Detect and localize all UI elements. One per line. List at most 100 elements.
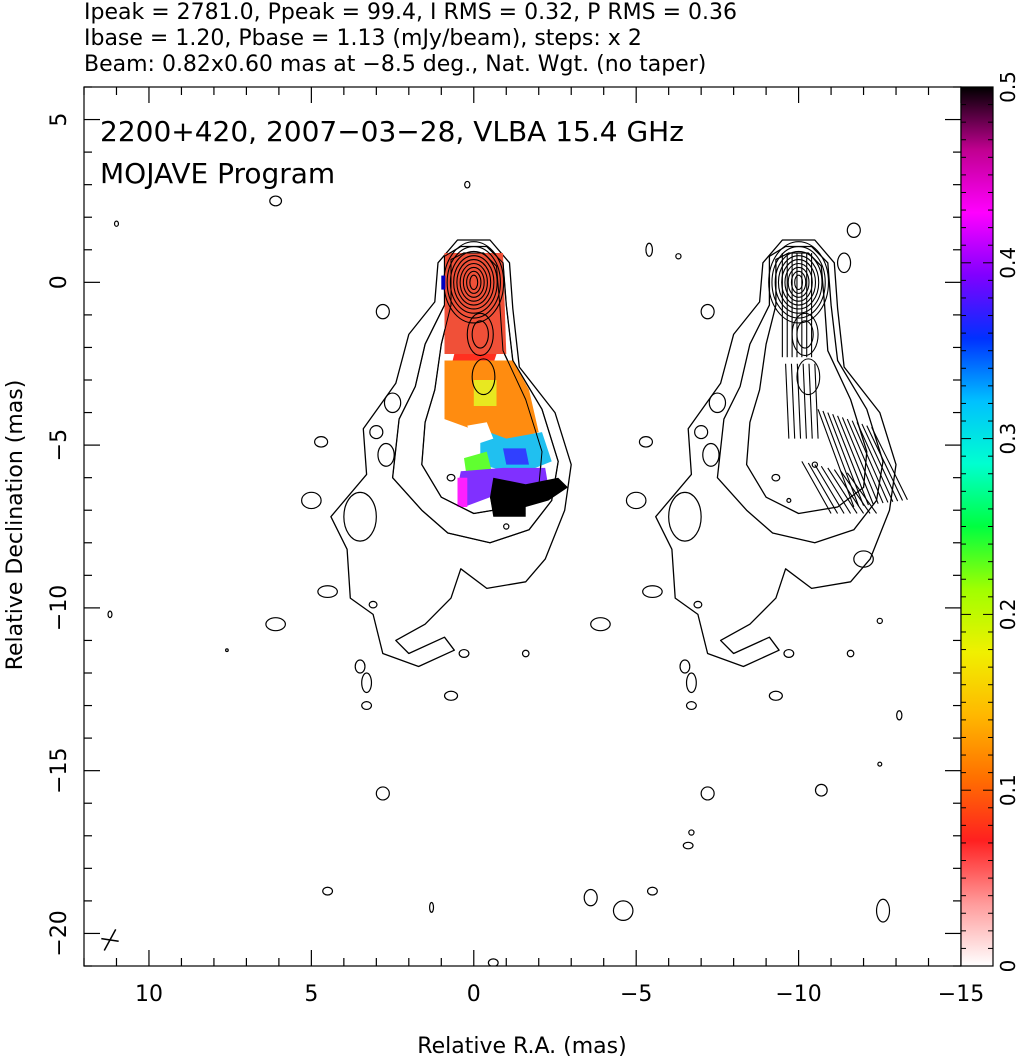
x-tick-label: −15 (938, 982, 984, 1007)
noise-contour (113, 220, 120, 227)
contour (768, 241, 830, 324)
polarization-region (473, 380, 497, 406)
evpa-stick (871, 426, 908, 501)
contour (781, 259, 817, 306)
y-tick-label: −5 (47, 429, 72, 461)
polarization-region (467, 422, 494, 446)
colorbar-tick-label: 0.5 (996, 71, 1020, 103)
colorbar-tick-label: 0.2 (996, 598, 1020, 630)
colorbar-tick-label: 0.3 (996, 423, 1020, 455)
contour (790, 270, 807, 294)
contour (716, 245, 884, 544)
contour (446, 246, 501, 319)
x-tick-label: −5 (620, 982, 652, 1007)
evpa-stick (827, 412, 865, 506)
contour (330, 239, 572, 668)
noise-contour (369, 424, 384, 440)
colorbar-ticks (961, 86, 993, 967)
header-line-3: Beam: 0.82x0.60 mas at −8.5 deg., Nat. W… (84, 52, 707, 77)
contour (469, 274, 479, 291)
program-annotation: MOJAVE Program (100, 157, 335, 190)
evpa-stick (808, 363, 813, 439)
contour (796, 358, 821, 396)
contour (449, 250, 498, 314)
y-tick-label: −10 (47, 585, 72, 631)
noise-contour (877, 761, 883, 767)
noise-contour (700, 786, 715, 801)
noise-contour (836, 252, 852, 274)
plot-frame (83, 86, 962, 967)
contour (392, 246, 559, 544)
evpa-stick (866, 425, 904, 501)
x-tick-label: 0 (467, 982, 481, 1007)
noise-contour (375, 786, 390, 801)
noise-contour (322, 886, 334, 896)
contour (794, 274, 804, 291)
contour (462, 266, 485, 298)
evpa-stick (837, 415, 874, 505)
contour (777, 255, 820, 310)
evpa-stick (796, 363, 802, 439)
noise-contour (383, 392, 402, 414)
contour (655, 239, 897, 668)
noise-contour (301, 491, 322, 510)
noise-contour (590, 617, 611, 632)
noise-contour (768, 690, 783, 701)
noise-contour (314, 436, 329, 448)
header-line-1: Ipeak = 2781.0, Ppeak = 99.4, I RMS = 0.… (84, 0, 737, 25)
contour (774, 250, 823, 314)
evpa-stick (840, 470, 871, 514)
polarization-region (457, 477, 468, 507)
contour (456, 259, 492, 306)
x-axis-label: Relative R.A. (mas) (417, 1034, 626, 1059)
noise-contour (694, 424, 709, 440)
noise-contour (375, 303, 390, 320)
evpa-stick (801, 461, 832, 514)
noise-contour (675, 253, 682, 260)
noise-contour (583, 888, 598, 907)
contour (466, 312, 494, 357)
noise-contour (642, 585, 663, 599)
contour (453, 255, 495, 310)
evpa-stick (861, 423, 899, 502)
contour (466, 270, 482, 294)
noise-contour (811, 461, 819, 468)
noise-contour (814, 783, 828, 797)
noise-contour (225, 648, 229, 653)
contour (421, 252, 543, 514)
contour (471, 320, 489, 349)
noise-contour (679, 659, 691, 674)
colorbar-tick-labels: 0 0.1 0.2 0.3 0.4 0.5 (996, 71, 1020, 972)
noise-contour (625, 491, 647, 510)
evpa-stick (846, 472, 877, 514)
evpa-stick (827, 467, 858, 514)
evpa-stick (814, 363, 819, 439)
noise-contour (645, 242, 654, 257)
colorbar-tick-label: 0.1 (996, 774, 1020, 806)
noise-contour (368, 600, 378, 609)
colorbar (960, 86, 994, 967)
polarization-region (503, 448, 529, 465)
noise-contour (783, 648, 795, 658)
contour (796, 320, 814, 349)
y-tick-label: −20 (47, 910, 72, 956)
contour (459, 262, 488, 302)
noise-contour (265, 617, 286, 632)
contour (471, 358, 496, 396)
x-tick-label: 10 (135, 982, 163, 1007)
evpa-stick (851, 420, 889, 503)
noise-contour (343, 491, 377, 542)
noise-contour (668, 491, 702, 542)
noise-contour (521, 649, 530, 658)
noise-contour (361, 672, 373, 694)
noise-contour (685, 672, 697, 694)
contour (787, 266, 810, 298)
noise-contour (771, 473, 781, 482)
evpa-stick (820, 465, 852, 514)
colorbar-tick-label: 0.4 (996, 247, 1020, 279)
noise-contour (464, 180, 471, 189)
noise-contour (786, 497, 792, 504)
noise-contour (612, 900, 634, 922)
colorbar-tick-label: 0 (996, 960, 1020, 973)
noise-contour (487, 958, 499, 966)
